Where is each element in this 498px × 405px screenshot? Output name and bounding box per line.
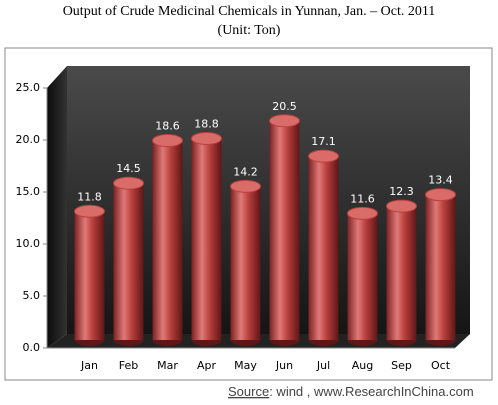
chart-title: Output of Crude Medicinal Chemicals in Y… bbox=[63, 4, 436, 19]
source: Source: wind , www.ResearchInChina.com bbox=[228, 384, 474, 399]
x-tick-label: Sep bbox=[391, 359, 412, 372]
bar-top bbox=[347, 206, 378, 220]
value-label: 18.6 bbox=[155, 120, 180, 133]
bar-top bbox=[308, 149, 339, 163]
bar bbox=[230, 186, 261, 340]
bar-top bbox=[191, 131, 222, 145]
x-tick-label: Mar bbox=[157, 359, 178, 372]
value-label: 11.8 bbox=[77, 190, 102, 203]
value-label: 18.8 bbox=[194, 117, 219, 130]
bar-top bbox=[386, 199, 417, 213]
value-label: 12.3 bbox=[389, 185, 414, 198]
x-tick-label: Jan bbox=[80, 359, 98, 372]
x-tick-label: Apr bbox=[197, 359, 217, 372]
bar bbox=[74, 211, 105, 340]
x-tick-label: Oct bbox=[431, 359, 451, 372]
bar bbox=[269, 120, 300, 340]
source-label: Source bbox=[228, 384, 269, 399]
source-text: : wind , www.ResearchInChina.com bbox=[269, 384, 473, 399]
chart-subtitle: (Unit: Ton) bbox=[218, 23, 281, 38]
bar bbox=[308, 156, 339, 340]
side-wall bbox=[47, 66, 67, 348]
bar-top bbox=[113, 176, 144, 190]
bar-top bbox=[425, 188, 456, 202]
bar-top bbox=[269, 114, 300, 128]
bar bbox=[386, 206, 417, 340]
bar bbox=[191, 138, 222, 340]
bar bbox=[347, 213, 378, 340]
bar bbox=[152, 140, 183, 340]
value-label: 11.6 bbox=[350, 192, 375, 205]
value-label: 17.1 bbox=[311, 135, 336, 148]
y-tick-label: 10.0 bbox=[16, 237, 41, 250]
x-tick-label: Jun bbox=[275, 359, 293, 372]
value-label: 14.5 bbox=[116, 162, 141, 175]
x-tick-label: Feb bbox=[119, 359, 138, 372]
bar-top bbox=[74, 204, 105, 218]
y-tick-label: 25.0 bbox=[16, 81, 41, 94]
bar bbox=[425, 194, 456, 340]
x-tick-label: Jul bbox=[316, 359, 330, 372]
y-tick-label: 0.0 bbox=[23, 341, 41, 354]
value-label: 13.4 bbox=[428, 174, 453, 187]
value-label: 20.5 bbox=[272, 100, 297, 113]
bar-top bbox=[230, 179, 261, 193]
y-tick-label: 5.0 bbox=[23, 289, 41, 302]
bar-top bbox=[152, 134, 183, 148]
y-tick-label: 20.0 bbox=[16, 133, 41, 146]
value-label: 14.2 bbox=[233, 165, 258, 178]
bar bbox=[113, 183, 144, 340]
x-tick-label: May bbox=[234, 359, 257, 372]
y-tick-label: 15.0 bbox=[16, 185, 41, 198]
x-tick-label: Aug bbox=[352, 359, 373, 372]
